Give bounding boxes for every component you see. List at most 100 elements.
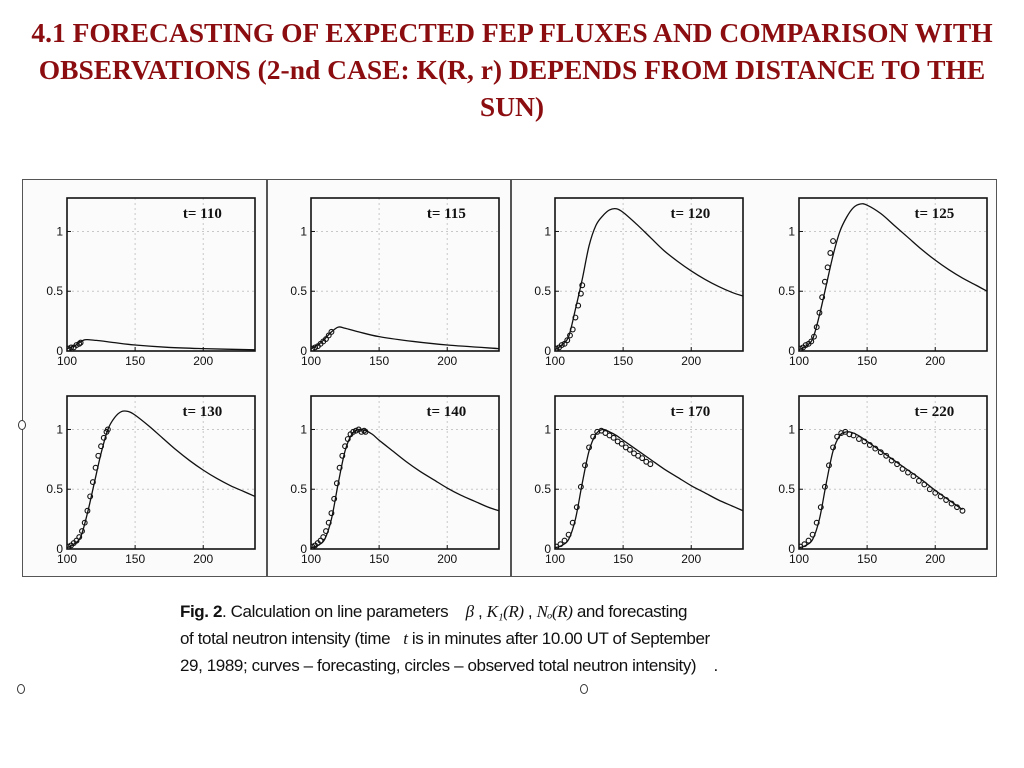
caption-text: 29, 1989; curves – forecasting, circles …: [180, 656, 697, 675]
caption-line-1: Fig. 2. Calculation on line parameters β…: [180, 602, 688, 621]
x-tick-label: 150: [125, 354, 145, 368]
caption-text: is in minutes after 10.00 UT of Septembe…: [411, 629, 710, 648]
x-tick-label: 200: [193, 552, 213, 566]
caption-symbol-k1: K₁(R): [486, 602, 524, 621]
observed-point: [336, 464, 343, 471]
caption-text: . Calculation on line parameters: [222, 602, 449, 621]
caption-line-3: 29, 1989; curves – forecasting, circles …: [180, 652, 840, 679]
y-tick-label: 1: [544, 224, 551, 238]
observed-point: [813, 324, 820, 331]
caption-symbol-no: Nₒ(R): [536, 602, 573, 621]
x-tick-label: 100: [789, 552, 809, 566]
forecast-curve: [311, 428, 499, 549]
forecast-curve: [555, 207, 743, 351]
observed-point: [344, 436, 351, 442]
observed-point: [572, 314, 579, 321]
observed-point: [819, 294, 826, 301]
observed-point: [331, 495, 338, 502]
observed-point: [358, 428, 365, 435]
caption-line-2: of total neutron intensity (time t is in…: [180, 625, 840, 652]
observed-point: [817, 504, 824, 511]
chart-svg: 100 150 200 0 0.5 1 t= 140: [290, 395, 500, 566]
slide-marker-circle: [580, 684, 588, 694]
observed-point: [100, 434, 107, 441]
figure-caption: Fig. 2. Calculation on line parameters β…: [180, 598, 840, 679]
observed-point: [915, 477, 922, 484]
y-tick-label: 0: [300, 542, 307, 556]
observed-point: [95, 452, 102, 459]
x-tick-label: 100: [789, 354, 809, 368]
chart-panel: 100 150 200 0 0.5 1 t= 110: [23, 180, 266, 378]
slide-marker-circle: [18, 420, 26, 430]
observed-point: [821, 278, 828, 285]
observed-point: [894, 461, 901, 468]
chart-svg: 100 150 200 0 0.5 1 t= 130: [46, 395, 256, 566]
observed-point: [926, 486, 933, 493]
y-tick-label: 0: [788, 542, 795, 556]
observed-point: [68, 344, 75, 351]
observed-point: [610, 434, 617, 441]
chart-panel: 100 150 200 0 0.5 1 t= 125: [755, 180, 998, 378]
panel-title: t= 220: [914, 404, 954, 420]
x-tick-label: 100: [301, 552, 321, 566]
x-tick-label: 200: [925, 354, 945, 368]
observed-point: [577, 290, 584, 297]
observed-point: [905, 469, 911, 476]
observed-point: [618, 440, 625, 447]
observed-point: [77, 339, 84, 346]
observed-point: [821, 483, 828, 490]
y-tick-label: 0: [544, 344, 551, 358]
figure-separator: [266, 180, 268, 576]
plot-area: [799, 428, 966, 549]
x-tick-label: 150: [857, 552, 877, 566]
x-tick-label: 100: [301, 354, 321, 368]
caption-text: of total neutron intensity (time: [180, 629, 391, 648]
plot-area: [799, 203, 987, 351]
x-tick-label: 100: [57, 552, 77, 566]
y-tick-label: 0: [300, 344, 307, 358]
y-tick-label: 1: [300, 224, 307, 238]
y-tick-label: 0: [56, 344, 63, 358]
y-tick-label: 0: [56, 542, 63, 556]
observed-point: [834, 433, 841, 440]
plot-area: [555, 427, 743, 549]
x-tick-label: 150: [613, 354, 633, 368]
y-tick-label: 0.5: [290, 482, 307, 496]
x-tick-label: 200: [925, 552, 945, 566]
observed-point: [312, 344, 319, 351]
observed-point: [361, 427, 368, 434]
observed-point: [564, 337, 571, 344]
observed-point: [827, 250, 834, 256]
observed-point: [830, 238, 837, 244]
observed-point: [565, 531, 572, 538]
x-tick-label: 200: [681, 354, 701, 368]
panel-title: t= 120: [670, 206, 710, 222]
observed-point: [569, 326, 576, 333]
observed-point: [932, 489, 939, 496]
x-tick-label: 200: [437, 354, 457, 368]
observed-point: [575, 302, 582, 309]
observed-point: [872, 445, 879, 452]
forecast-curve: [555, 428, 743, 549]
observed-point: [73, 537, 80, 544]
x-tick-label: 150: [369, 354, 389, 368]
observed-point: [639, 455, 646, 462]
observed-point: [921, 481, 928, 488]
axes-box: [554, 197, 744, 352]
observed-point: [824, 264, 831, 271]
y-tick-label: 0.5: [46, 482, 63, 496]
observed-point: [910, 473, 917, 480]
observed-point: [333, 480, 340, 487]
x-tick-label: 200: [193, 354, 213, 368]
observed-point: [339, 452, 346, 459]
observed-point: [813, 519, 820, 526]
caption-text: .: [713, 656, 718, 675]
observed-point: [861, 438, 868, 445]
plot-area: [311, 426, 499, 549]
observed-point: [937, 493, 944, 500]
observed-point: [350, 428, 357, 435]
observed-point: [89, 479, 96, 486]
forecast-curve: [67, 338, 255, 351]
observed-point: [805, 537, 812, 544]
y-tick-label: 0.5: [290, 284, 307, 298]
